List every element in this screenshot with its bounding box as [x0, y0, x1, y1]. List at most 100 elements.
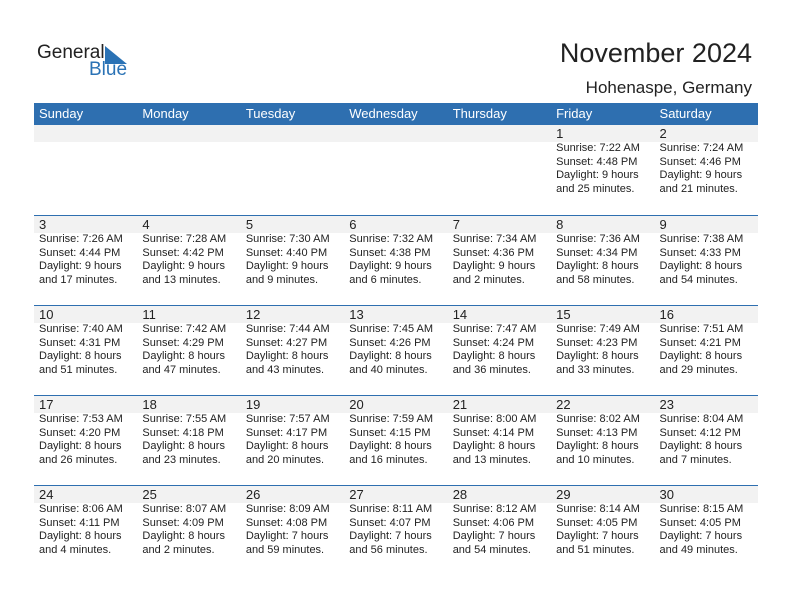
day-cell: 23 Sunrise: 8:04 AM Sunset: 4:12 PM Dayligh… — [655, 396, 758, 485]
sunrise: Sunrise: 8:06 AM — [39, 503, 123, 515]
day-cell: 1 Sunrise: 7:22 AM Sunset: 4:48 PM Daylight… — [551, 125, 654, 215]
daylight: Daylight: 9 hours — [142, 260, 225, 272]
daylight-minutes: and 10 minutes. — [556, 453, 635, 466]
sunrise: Sunrise: 7:38 AM — [659, 233, 744, 245]
daylight: Daylight: 9 hours — [39, 260, 122, 272]
day-cell: 30 Sunrise: 8:15 AM Sunset: 4:05 PM Dayligh… — [655, 486, 758, 575]
day-cell: 6 Sunrise: 7:32 AM Sunset: 4:38 PM Daylight… — [344, 216, 447, 305]
daylight-minutes: and 54 minutes. — [659, 273, 738, 286]
day-number: 27 — [349, 487, 364, 502]
day-number: 16 — [659, 307, 674, 322]
day-number: 28 — [452, 487, 468, 502]
sunrise: Sunrise: 8:07 AM — [142, 503, 227, 515]
daylight: Daylight: 8 hours — [39, 440, 122, 452]
empty-cell — [137, 125, 240, 215]
daylight: Daylight: 8 hours — [452, 350, 536, 362]
sunrise: Sunrise: 7:40 AM — [39, 323, 123, 335]
sunrise: Sunrise: 8:14 AM — [556, 503, 640, 515]
daylight: Daylight: 9 hours — [349, 260, 432, 272]
sunset: Sunset: 4:12 PM — [659, 426, 741, 439]
day-number: 17 — [39, 397, 54, 412]
sunrise: Sunrise: 8:02 AM — [556, 413, 640, 425]
sunset: Sunset: 4:05 PM — [556, 516, 638, 529]
daylight-minutes: and 23 minutes. — [142, 453, 221, 466]
week-row: 3 Sunrise: 7:26 AM Sunset: 4:44 PM Daylight… — [34, 215, 758, 305]
daylight: Daylight: 7 hours — [659, 530, 743, 542]
daylight: Daylight: 8 hours — [556, 350, 639, 362]
sunrise: Sunrise: 8:15 AM — [659, 503, 744, 515]
sunrise: Sunrise: 8:11 AM — [349, 503, 433, 515]
sunrise: Sunrise: 8:12 AM — [452, 503, 537, 515]
day-cell: 21 Sunrise: 8:00 AM Sunset: 4:14 PM Dayligh… — [448, 396, 551, 485]
sunset: Sunset: 4:27 PM — [245, 336, 328, 349]
daylight-minutes: and 25 minutes. — [556, 182, 635, 195]
day-cell: 25 Sunrise: 8:07 AM Sunset: 4:09 PM Dayligh… — [137, 486, 240, 575]
daylight: Daylight: 8 hours — [556, 260, 639, 272]
sunrise: Sunrise: 7:24 AM — [659, 142, 744, 154]
daylight-minutes: and 17 minutes. — [39, 273, 118, 286]
day-cell: 8 Sunrise: 7:36 AM Sunset: 4:34 PM Daylight… — [551, 216, 654, 305]
day-number: 14 — [452, 307, 468, 322]
sunset: Sunset: 4:33 PM — [659, 246, 741, 259]
sunset: Sunset: 4:20 PM — [39, 426, 121, 439]
daylight-minutes: and 47 minutes. — [142, 363, 221, 376]
sunset: Sunset: 4:18 PM — [142, 426, 224, 439]
daylight-minutes: and 29 minutes. — [659, 363, 738, 376]
page-title: November 2024 — [559, 38, 752, 68]
weekday-monday: Monday — [142, 106, 189, 121]
sunrise: Sunrise: 7:45 AM — [349, 323, 434, 335]
day-number: 3 — [39, 217, 47, 232]
week-row: 1 Sunrise: 7:22 AM Sunset: 4:48 PM Daylight… — [34, 125, 758, 215]
sunset: Sunset: 4:08 PM — [245, 516, 328, 529]
sunset: Sunset: 4:36 PM — [452, 246, 535, 259]
sunset: Sunset: 4:13 PM — [556, 426, 638, 439]
sunset: Sunset: 4:07 PM — [349, 516, 431, 529]
daylight: Daylight: 9 hours — [659, 169, 743, 181]
daylight: Daylight: 8 hours — [349, 350, 432, 362]
day-number: 18 — [142, 397, 157, 412]
sunset: Sunset: 4:15 PM — [349, 426, 431, 439]
daylight-minutes: and 9 minutes. — [245, 273, 318, 286]
daylight: Daylight: 8 hours — [39, 530, 122, 542]
logo: General Blue — [37, 42, 137, 82]
sunrise: Sunrise: 7:22 AM — [556, 142, 640, 154]
daylight-minutes: and 21 minutes. — [659, 182, 738, 195]
empty-cell — [344, 125, 447, 215]
day-cell: 4 Sunrise: 7:28 AM Sunset: 4:42 PM Daylight… — [137, 216, 240, 305]
day-number: 9 — [659, 217, 667, 232]
daylight-minutes: and 49 minutes. — [659, 543, 738, 556]
logo-triangle-icon — [105, 46, 127, 64]
weekday-wednesday: Wednesday — [349, 106, 418, 121]
sunset: Sunset: 4:11 PM — [39, 516, 120, 529]
day-cell: 10 Sunrise: 7:40 AM Sunset: 4:31 PM Dayligh… — [34, 306, 137, 395]
empty-cell — [34, 125, 137, 215]
weekday-friday: Friday — [556, 106, 593, 121]
daylight-minutes: and 51 minutes. — [556, 543, 635, 556]
sunset: Sunset: 4:06 PM — [452, 516, 535, 529]
day-number: 10 — [39, 307, 54, 322]
sunrise: Sunrise: 7:49 AM — [556, 323, 640, 335]
day-number: 7 — [452, 217, 460, 232]
daylight-minutes: and 51 minutes. — [39, 363, 118, 376]
sunset: Sunset: 4:38 PM — [349, 246, 431, 259]
day-cell: 11 Sunrise: 7:42 AM Sunset: 4:29 PM Dayligh… — [137, 306, 240, 395]
day-number: 12 — [245, 307, 261, 322]
day-cell: 22 Sunrise: 8:02 AM Sunset: 4:13 PM Dayligh… — [551, 396, 654, 485]
weekday-tuesday: Tuesday — [245, 106, 296, 121]
sunset: Sunset: 4:46 PM — [659, 155, 741, 168]
daylight: Daylight: 8 hours — [659, 440, 743, 452]
day-cell: 27 Sunrise: 8:11 AM Sunset: 4:07 PM Dayligh… — [344, 486, 447, 575]
weekday-sunday: Sunday — [39, 106, 84, 121]
daylight-minutes: and 16 minutes. — [349, 453, 428, 466]
daylight: Daylight: 7 hours — [349, 530, 432, 542]
sunset: Sunset: 4:48 PM — [556, 155, 638, 168]
logo-text-general: General — [37, 42, 105, 63]
sunset: Sunset: 4:44 PM — [39, 246, 121, 259]
weekday-thursday: Thursday — [452, 106, 507, 121]
day-cell: 16 Sunrise: 7:51 AM Sunset: 4:21 PM Dayligh… — [655, 306, 758, 395]
daylight: Daylight: 8 hours — [349, 440, 432, 452]
sunrise: Sunrise: 7:55 AM — [142, 413, 227, 425]
day-cell: 9 Sunrise: 7:38 AM Sunset: 4:33 PM Daylight… — [655, 216, 758, 305]
daylight-minutes: and 2 minutes. — [452, 273, 525, 286]
week-row: 10 Sunrise: 7:40 AM Sunset: 4:31 PM Dayligh… — [34, 305, 758, 395]
